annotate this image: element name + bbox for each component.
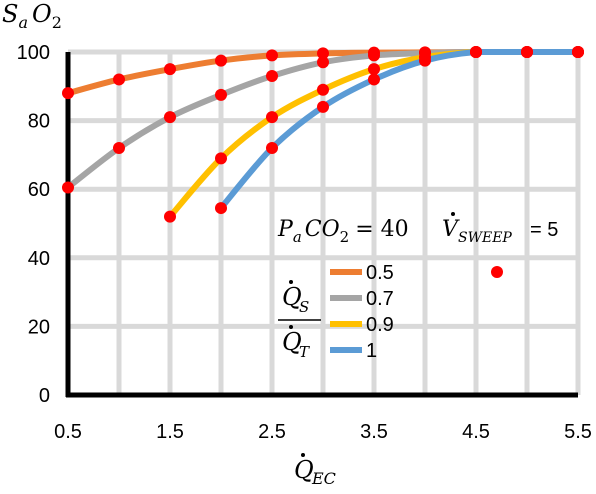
x-tick-label: 0.5 — [54, 421, 82, 443]
x-tick-label: 3.5 — [360, 421, 388, 443]
data-point — [266, 49, 278, 62]
svg-text:S: S — [299, 298, 309, 316]
data-point — [368, 73, 380, 86]
y-tick-label: 0 — [39, 385, 50, 407]
data-point — [368, 63, 380, 76]
data-point — [368, 49, 380, 62]
data-point — [164, 210, 176, 223]
legend-label: 0.9 — [366, 314, 394, 336]
x-tick-label: 5.5 — [564, 421, 592, 443]
x-tick-label: 4.5 — [462, 421, 490, 443]
svg-text:V: V — [442, 217, 460, 242]
x-axis-label: Q EC — [294, 453, 336, 488]
paco2-annotation: Pa CO2 = 40 — [277, 217, 409, 246]
data-point — [521, 46, 533, 58]
y-tick-label: 60 — [28, 179, 50, 201]
svg-text:EC: EC — [311, 469, 336, 488]
y-tick-label: 40 — [28, 248, 50, 270]
svg-text:Q: Q — [282, 328, 302, 356]
data-point — [317, 47, 329, 60]
data-point — [215, 202, 227, 215]
y-tick-label: 100 — [17, 42, 50, 64]
data-point — [215, 88, 227, 101]
svg-text:T: T — [299, 343, 310, 361]
legend-label: 0.5 — [366, 262, 394, 284]
y-tick-label: 80 — [28, 111, 50, 133]
y-tick-label: 20 — [28, 316, 50, 338]
vsweep-annotation: V SWEEP = 5 — [442, 212, 558, 246]
legend-title: Q S Q T — [278, 280, 321, 361]
x-tick-label: 2.5 — [258, 421, 286, 443]
axes — [65, 52, 578, 398]
data-point — [164, 63, 176, 76]
data-point — [113, 142, 125, 155]
legend-label: 1 — [366, 340, 377, 362]
data-point — [317, 83, 329, 96]
legend: 0.5 0.7 0.9 1 — [330, 262, 394, 362]
data-point — [266, 142, 278, 155]
data-point — [317, 56, 329, 69]
svg-text:Q: Q — [282, 283, 302, 311]
svg-text:= 5: = 5 — [530, 219, 558, 241]
grid — [68, 49, 581, 395]
x-tick-labels: 0.5 1.5 2.5 3.5 4.5 5.5 — [54, 421, 592, 443]
y-tick-labels: 0 20 40 60 80 100 — [17, 42, 50, 407]
data-point — [317, 100, 329, 113]
data-point — [572, 46, 584, 58]
data-point — [266, 111, 278, 124]
data-point — [62, 181, 74, 194]
svg-text:Q: Q — [294, 456, 314, 484]
data-point — [470, 46, 482, 58]
data-point — [164, 111, 176, 124]
vsweep-marker — [491, 266, 503, 278]
data-point — [113, 73, 125, 86]
x-tick-label: 1.5 — [156, 421, 184, 443]
series-points — [62, 46, 584, 223]
svg-text:SWEEP: SWEEP — [458, 230, 512, 246]
y-axis-label: Sa O2 — [2, 0, 62, 32]
legend-label: 0.7 — [366, 288, 394, 310]
data-point — [215, 152, 227, 165]
data-point — [62, 87, 74, 100]
data-point — [215, 54, 227, 67]
data-point — [266, 70, 278, 83]
data-point — [419, 54, 431, 67]
